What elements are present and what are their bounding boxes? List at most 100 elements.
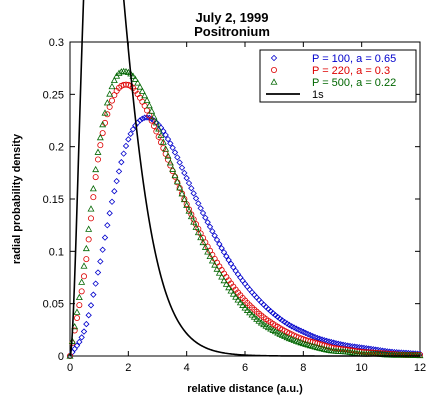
data-point bbox=[120, 81, 127, 88]
data-point bbox=[136, 83, 144, 90]
data-point bbox=[201, 243, 209, 250]
data-point bbox=[104, 222, 111, 229]
data-point bbox=[103, 99, 111, 106]
data-point bbox=[143, 96, 151, 104]
data-point bbox=[274, 313, 281, 321]
x-tick-label: 2 bbox=[125, 362, 131, 374]
data-point bbox=[99, 246, 106, 253]
data-point bbox=[236, 299, 244, 306]
data-point bbox=[220, 249, 228, 256]
data-point bbox=[169, 144, 176, 151]
data-point bbox=[229, 290, 237, 297]
data-point bbox=[169, 165, 177, 172]
data-point bbox=[230, 264, 237, 271]
data-point bbox=[192, 223, 200, 230]
data-point bbox=[218, 245, 225, 252]
data-point bbox=[197, 233, 205, 241]
data-point bbox=[218, 273, 226, 280]
data-point bbox=[159, 138, 167, 145]
data-point bbox=[141, 91, 149, 99]
data-point bbox=[73, 342, 81, 349]
data-point bbox=[237, 274, 244, 281]
data-point bbox=[87, 205, 95, 212]
data-point bbox=[82, 244, 90, 252]
data-point bbox=[108, 82, 116, 90]
legend-marker bbox=[270, 67, 277, 74]
data-point bbox=[206, 252, 214, 259]
data-point bbox=[143, 107, 150, 114]
data-point bbox=[211, 261, 219, 268]
data-point bbox=[80, 328, 88, 335]
data-point bbox=[180, 195, 188, 203]
data-point bbox=[122, 142, 130, 150]
y-axis-label: radial probability density bbox=[11, 133, 23, 264]
data-point bbox=[95, 156, 102, 163]
data-point bbox=[171, 171, 179, 179]
y-tick-label: 0.1 bbox=[49, 246, 64, 258]
data-point bbox=[118, 158, 125, 166]
legend-label: P = 100, a = 0.65 bbox=[312, 53, 396, 65]
data-point bbox=[117, 68, 125, 75]
data-point bbox=[66, 352, 74, 359]
data-point bbox=[160, 128, 167, 135]
data-point bbox=[246, 309, 254, 316]
data-point bbox=[176, 159, 183, 166]
data-point bbox=[99, 130, 106, 137]
data-point bbox=[241, 280, 249, 287]
data-point bbox=[134, 79, 142, 86]
data-point bbox=[94, 148, 102, 155]
data-point bbox=[125, 136, 132, 143]
data-point bbox=[115, 168, 123, 175]
data-point bbox=[152, 119, 160, 126]
data-point bbox=[194, 228, 202, 236]
data-point bbox=[85, 312, 92, 319]
data-point bbox=[155, 133, 162, 140]
data-point bbox=[185, 179, 193, 187]
data-point bbox=[178, 164, 186, 171]
data-point bbox=[197, 230, 204, 237]
data-point bbox=[187, 212, 195, 220]
data-point bbox=[150, 113, 158, 120]
series-diamond bbox=[66, 114, 424, 360]
data-point bbox=[110, 76, 118, 84]
data-point bbox=[243, 306, 251, 313]
data-point bbox=[225, 256, 232, 264]
data-point bbox=[202, 214, 209, 221]
y-tick-label: 0.15 bbox=[43, 194, 64, 206]
data-point bbox=[109, 97, 116, 104]
data-point bbox=[183, 201, 191, 208]
data-point bbox=[211, 232, 218, 239]
data-point bbox=[199, 209, 207, 217]
data-point bbox=[113, 177, 120, 185]
data-point bbox=[216, 240, 223, 248]
data-point bbox=[213, 236, 221, 244]
y-tick-label: 0.2 bbox=[49, 142, 64, 154]
series-lines bbox=[69, 0, 420, 357]
data-point bbox=[167, 162, 174, 169]
x-tick-label: 6 bbox=[242, 362, 248, 374]
data-point bbox=[209, 228, 216, 235]
data-point bbox=[92, 174, 99, 181]
chart-title: July 2, 1999 bbox=[196, 10, 269, 25]
data-point bbox=[195, 225, 202, 232]
data-point bbox=[141, 114, 148, 121]
data-point bbox=[76, 302, 83, 309]
data-point bbox=[199, 238, 207, 246]
data-point bbox=[129, 126, 137, 133]
x-tick-label: 4 bbox=[184, 362, 190, 374]
x-axis-label: relative distance (a.u.) bbox=[187, 383, 303, 395]
data-point bbox=[162, 131, 169, 139]
data-point bbox=[178, 190, 186, 197]
data-point bbox=[164, 152, 172, 159]
series-marks bbox=[66, 67, 424, 360]
x-tick-label: 10 bbox=[356, 362, 368, 374]
data-point bbox=[97, 142, 104, 149]
data-point bbox=[213, 265, 221, 272]
data-point bbox=[183, 174, 190, 182]
data-point bbox=[99, 120, 107, 128]
data-point bbox=[78, 334, 85, 341]
data-point bbox=[239, 277, 246, 284]
y-tick-label: 0.05 bbox=[43, 299, 64, 311]
series-line-1s bbox=[69, 0, 420, 357]
